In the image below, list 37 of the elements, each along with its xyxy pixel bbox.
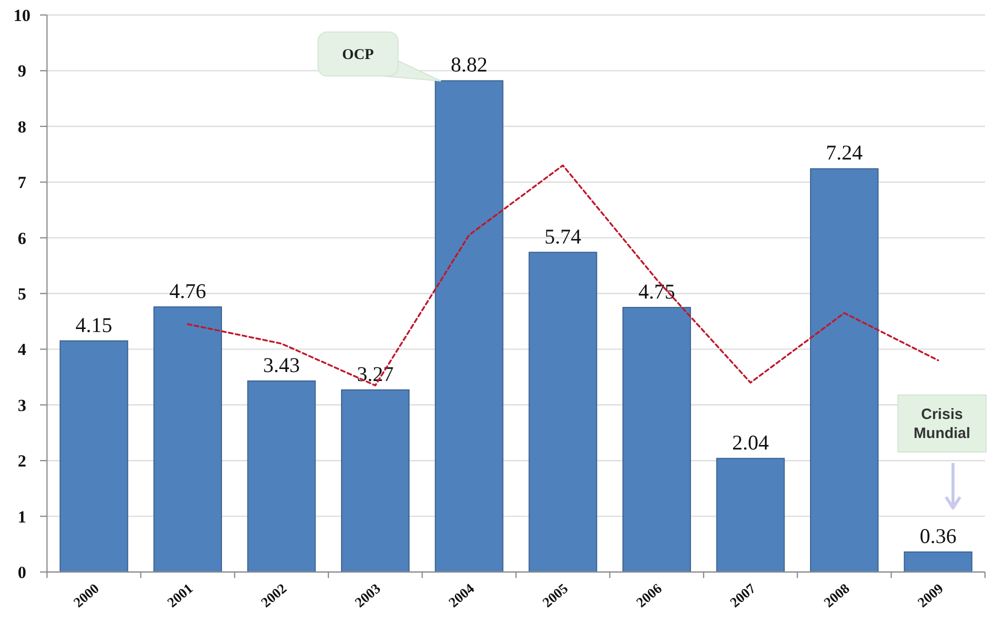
y-tick-label: 1: [18, 507, 26, 526]
data-label: 2.04: [732, 430, 770, 454]
x-tick-label: 2008: [822, 582, 853, 612]
data-label: 4.15: [76, 312, 112, 337]
y-tick-label: 6: [18, 228, 26, 248]
annotation: Crisis Mundial: [914, 406, 970, 442]
y-tick-label: 2: [18, 452, 26, 471]
y-tick-label: 5: [18, 284, 26, 304]
y-tick-label: 10: [14, 6, 30, 25]
y-tick-label: 0: [18, 563, 26, 582]
bar: [341, 389, 410, 572]
data-label: 7.24: [826, 140, 864, 165]
bar: [60, 340, 128, 572]
bar: [810, 168, 879, 572]
bar: [528, 252, 598, 572]
data-label: 4.76: [169, 278, 206, 303]
y-tick-label: 7: [18, 173, 27, 192]
data-label: 5.74: [544, 224, 582, 248]
x-tick-label: 2003: [352, 582, 384, 612]
x-tick-label: 2009: [916, 582, 947, 612]
bar: [904, 551, 972, 572]
data-label: 3.43: [263, 352, 300, 377]
y-tick-label: 3: [18, 396, 26, 415]
bar: [247, 380, 316, 572]
data-label: 8.82: [450, 52, 488, 77]
annotation: OCP: [342, 47, 374, 63]
bar: [716, 458, 785, 572]
x-tick-label: 2000: [71, 582, 102, 612]
y-tick-label: 8: [18, 117, 26, 136]
bar: [434, 80, 504, 572]
y-tick-label: 4: [18, 340, 27, 360]
x-tick-label: 2001: [165, 582, 196, 612]
y-tick-label: 9: [18, 62, 26, 81]
x-tick-label: 2002: [258, 582, 290, 612]
bar: [153, 306, 222, 572]
data-label: 0.36: [920, 524, 956, 548]
bar: [622, 306, 691, 572]
